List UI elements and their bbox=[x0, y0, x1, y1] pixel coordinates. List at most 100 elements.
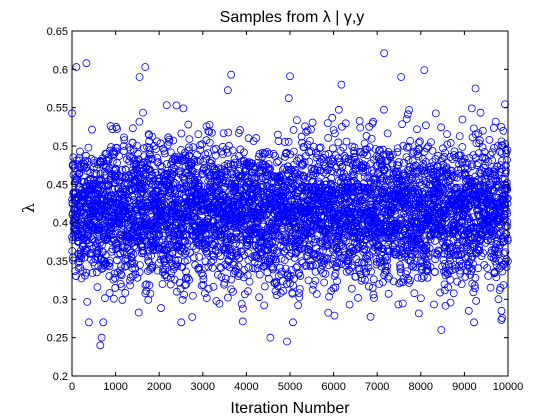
data-point bbox=[168, 261, 177, 270]
data-point bbox=[231, 184, 240, 193]
data-point bbox=[171, 189, 180, 198]
data-point bbox=[293, 243, 302, 251]
data-point bbox=[430, 300, 438, 309]
data-point bbox=[384, 272, 393, 281]
data-point bbox=[242, 178, 251, 187]
data-point bbox=[159, 171, 168, 180]
data-point bbox=[243, 271, 252, 279]
data-point bbox=[84, 143, 93, 152]
data-point bbox=[141, 281, 150, 289]
data-point bbox=[201, 236, 210, 245]
data-point bbox=[362, 251, 371, 260]
data-point bbox=[479, 249, 487, 257]
data-point bbox=[155, 177, 164, 186]
data-point bbox=[118, 165, 126, 174]
data-point bbox=[247, 159, 256, 167]
data-point bbox=[261, 256, 270, 265]
data-point bbox=[334, 138, 343, 147]
data-point bbox=[237, 233, 246, 242]
data-point bbox=[331, 269, 340, 278]
data-point bbox=[209, 282, 218, 291]
data-point bbox=[260, 301, 269, 310]
data-point bbox=[180, 281, 189, 290]
data-point bbox=[460, 154, 469, 163]
data-point bbox=[285, 273, 294, 282]
data-point bbox=[289, 318, 297, 327]
data-point bbox=[291, 170, 300, 178]
data-point bbox=[199, 157, 208, 166]
data-point bbox=[444, 283, 452, 292]
data-point bbox=[383, 129, 392, 138]
data-point bbox=[233, 247, 241, 255]
data-point bbox=[217, 169, 226, 177]
data-point bbox=[386, 153, 395, 162]
data-point bbox=[303, 126, 312, 135]
data-point bbox=[127, 218, 135, 227]
data-point bbox=[110, 178, 119, 187]
data-point bbox=[237, 300, 246, 308]
data-point bbox=[205, 120, 214, 129]
data-point bbox=[118, 296, 127, 304]
data-point bbox=[290, 274, 298, 283]
data-point bbox=[275, 271, 283, 280]
data-point bbox=[310, 252, 319, 261]
data-point bbox=[390, 250, 399, 259]
data-point bbox=[398, 120, 407, 129]
data-point bbox=[178, 201, 186, 209]
data-point bbox=[120, 136, 129, 145]
data-point bbox=[342, 267, 351, 276]
data-point bbox=[471, 284, 479, 293]
data-point bbox=[488, 148, 497, 157]
data-point bbox=[441, 301, 450, 310]
data-point bbox=[240, 251, 249, 260]
data-point bbox=[122, 179, 131, 187]
data-point bbox=[421, 237, 430, 246]
data-point bbox=[173, 262, 182, 271]
data-point bbox=[367, 267, 375, 276]
data-point bbox=[144, 247, 153, 256]
data-point bbox=[204, 284, 213, 293]
data-point bbox=[72, 192, 80, 201]
data-point bbox=[502, 207, 511, 215]
data-point bbox=[281, 177, 290, 186]
data-point bbox=[331, 129, 339, 138]
data-point bbox=[132, 228, 141, 237]
data-point bbox=[393, 144, 402, 153]
data-point bbox=[445, 239, 453, 248]
data-point bbox=[496, 283, 505, 292]
data-point bbox=[220, 278, 229, 287]
data-point bbox=[365, 282, 373, 291]
data-point bbox=[78, 267, 87, 275]
data-point bbox=[428, 146, 437, 155]
data-point bbox=[259, 164, 268, 172]
data-point bbox=[416, 294, 425, 303]
data-point bbox=[356, 123, 365, 132]
data-point bbox=[301, 262, 310, 270]
data-point bbox=[501, 169, 510, 178]
data-point bbox=[474, 159, 483, 168]
data-point bbox=[417, 274, 426, 283]
data-point bbox=[481, 238, 490, 247]
data-point bbox=[120, 133, 128, 142]
data-point bbox=[359, 163, 368, 172]
data-point bbox=[216, 252, 225, 261]
data-point bbox=[282, 235, 291, 244]
data-point bbox=[196, 141, 205, 150]
data-point bbox=[401, 171, 410, 180]
data-point bbox=[501, 200, 510, 209]
data-point bbox=[260, 282, 269, 291]
data-point bbox=[388, 161, 397, 170]
data-point bbox=[181, 148, 189, 157]
data-point bbox=[219, 184, 228, 193]
data-point bbox=[162, 101, 171, 110]
data-point bbox=[228, 260, 237, 269]
data-point bbox=[106, 226, 115, 235]
data-point bbox=[175, 156, 184, 164]
data-point bbox=[415, 234, 423, 243]
data-point bbox=[425, 244, 434, 253]
data-point bbox=[458, 219, 467, 227]
data-point bbox=[139, 184, 148, 193]
data-point bbox=[108, 224, 117, 233]
data-point bbox=[444, 270, 452, 279]
data-point bbox=[422, 257, 431, 266]
